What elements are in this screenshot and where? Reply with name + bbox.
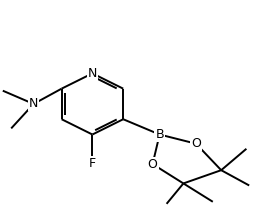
Text: B: B bbox=[155, 128, 164, 141]
Text: N: N bbox=[29, 97, 38, 110]
Text: F: F bbox=[89, 157, 96, 169]
Text: O: O bbox=[148, 158, 158, 171]
Text: O: O bbox=[191, 137, 201, 150]
Text: N: N bbox=[88, 67, 97, 80]
